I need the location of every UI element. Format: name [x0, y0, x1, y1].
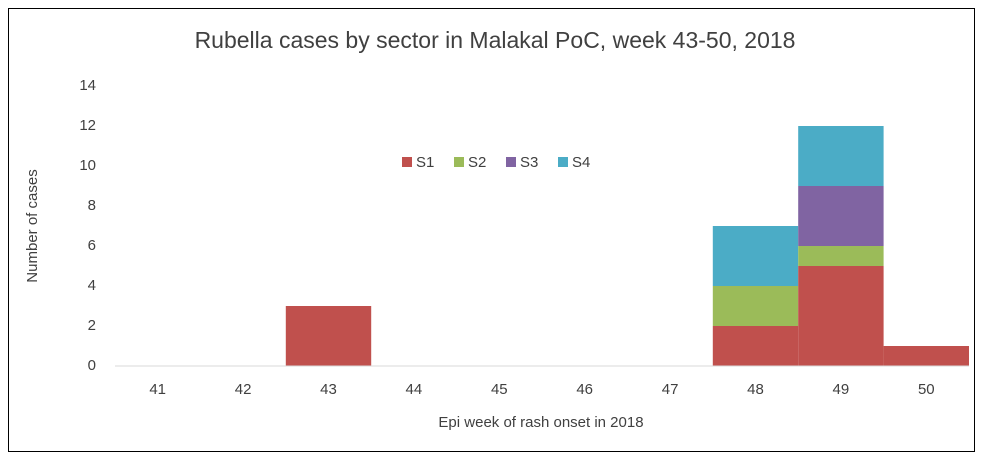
bar	[798, 266, 884, 366]
x-tick-label: 45	[491, 381, 508, 398]
bar	[798, 246, 884, 266]
legend-swatch	[558, 157, 568, 167]
bar	[883, 346, 969, 366]
y-tick-label: 6	[88, 237, 96, 254]
y-tick-label: 12	[79, 117, 96, 134]
bar	[712, 226, 799, 286]
bar	[712, 326, 799, 366]
y-tick-label: 0	[88, 357, 96, 374]
x-tick-label: 47	[662, 381, 679, 398]
legend-label: S3	[520, 154, 538, 171]
bar	[798, 126, 884, 186]
legend-swatch	[402, 157, 412, 167]
legend-swatch	[454, 157, 464, 167]
x-tick-label: 44	[406, 381, 423, 398]
bar	[712, 286, 799, 326]
x-tick-label: 41	[149, 381, 166, 398]
chart-title: Rubella cases by sector in Malakal PoC, …	[195, 27, 796, 53]
y-tick-label: 4	[88, 277, 96, 294]
x-tick-label: 49	[833, 381, 850, 398]
x-tick-label: 43	[320, 381, 337, 398]
y-tick-label: 14	[79, 77, 96, 94]
y-tick-label: 10	[79, 157, 96, 174]
y-tick-label: 2	[88, 317, 96, 334]
x-tick-label: 50	[918, 381, 935, 398]
y-tick-label: 8	[88, 197, 96, 214]
legend-label: S2	[468, 154, 486, 171]
bar	[285, 306, 372, 366]
bar	[798, 186, 884, 246]
y-axis-title: Number of cases	[24, 169, 41, 282]
legend-label: S1	[416, 154, 434, 171]
x-tick-label: 48	[747, 381, 764, 398]
x-tick-label: 46	[576, 381, 593, 398]
x-tick-label: 42	[235, 381, 252, 398]
legend-label: S4	[572, 154, 590, 171]
x-axis-title: Epi week of rash onset in 2018	[438, 414, 643, 431]
legend-swatch	[506, 157, 516, 167]
